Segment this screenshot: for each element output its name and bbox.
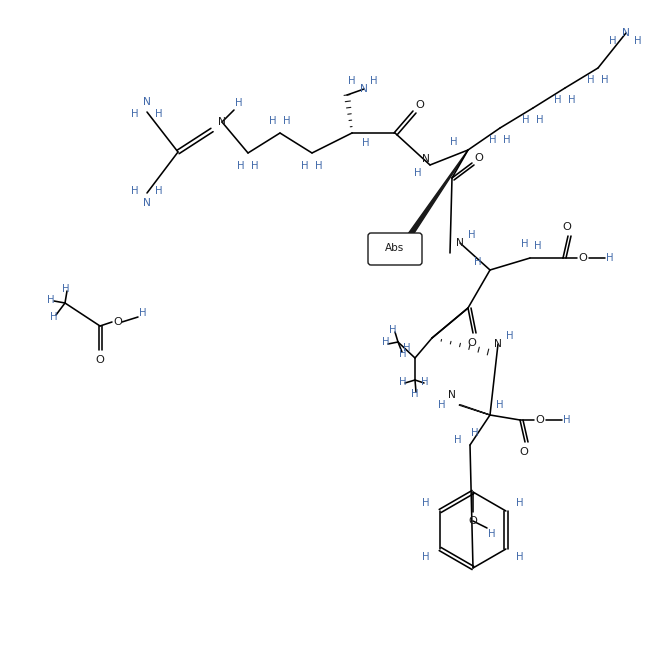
Text: O: O xyxy=(563,222,571,232)
Text: H: H xyxy=(155,186,163,196)
Text: H: H xyxy=(399,349,407,359)
Text: H: H xyxy=(634,36,642,46)
Text: H: H xyxy=(51,312,58,322)
Text: H: H xyxy=(609,36,616,46)
Text: H: H xyxy=(422,552,430,562)
Text: O: O xyxy=(535,415,545,425)
Text: N: N xyxy=(448,390,456,400)
Text: H: H xyxy=(488,529,495,539)
Text: H: H xyxy=(47,295,55,305)
Text: O: O xyxy=(475,153,483,163)
Text: H: H xyxy=(251,161,259,171)
Text: H: H xyxy=(516,498,523,508)
Text: N: N xyxy=(143,198,151,208)
Text: H: H xyxy=(382,337,390,347)
Text: H: H xyxy=(399,377,407,387)
Text: N: N xyxy=(456,238,464,248)
Text: H: H xyxy=(522,115,530,125)
Text: H: H xyxy=(516,552,523,562)
Text: N: N xyxy=(622,28,630,38)
Text: O: O xyxy=(96,355,104,365)
Text: H: H xyxy=(496,400,504,410)
Text: H: H xyxy=(362,138,370,148)
Text: H: H xyxy=(468,230,475,240)
Text: H: H xyxy=(63,284,70,294)
Text: H: H xyxy=(606,253,614,263)
Text: H: H xyxy=(411,389,419,399)
Text: H: H xyxy=(503,135,511,145)
Polygon shape xyxy=(459,405,490,415)
Text: H: H xyxy=(534,241,542,251)
Text: N: N xyxy=(494,339,502,349)
Text: H: H xyxy=(155,109,163,119)
Text: O: O xyxy=(579,253,587,263)
Text: H: H xyxy=(489,135,497,145)
Text: H: H xyxy=(422,498,430,508)
Text: H: H xyxy=(438,400,446,410)
Text: H: H xyxy=(421,377,429,387)
Text: N: N xyxy=(218,117,226,127)
Text: H: H xyxy=(454,435,462,445)
Polygon shape xyxy=(405,150,468,238)
Text: O: O xyxy=(416,100,424,110)
Text: N: N xyxy=(143,97,151,107)
Text: H: H xyxy=(237,161,245,171)
Text: H: H xyxy=(139,308,147,318)
Text: H: H xyxy=(370,76,378,86)
Text: H: H xyxy=(536,115,544,125)
Text: H: H xyxy=(587,75,595,85)
Text: H: H xyxy=(506,331,514,341)
Text: H: H xyxy=(450,137,458,147)
Text: H: H xyxy=(389,325,397,335)
Text: H: H xyxy=(315,161,323,171)
Text: N: N xyxy=(360,84,368,94)
Text: H: H xyxy=(471,428,479,438)
Text: O: O xyxy=(519,447,529,457)
Text: H: H xyxy=(554,95,562,105)
Text: H: H xyxy=(348,76,356,86)
Text: O: O xyxy=(469,516,477,526)
Text: H: H xyxy=(131,109,139,119)
Text: H: H xyxy=(131,186,139,196)
Text: Abs: Abs xyxy=(386,243,404,253)
Text: O: O xyxy=(114,317,122,327)
Text: H: H xyxy=(563,415,571,425)
Text: H: H xyxy=(569,95,576,105)
Text: H: H xyxy=(474,257,481,267)
Text: H: H xyxy=(403,343,411,353)
Text: N: N xyxy=(422,154,430,164)
Text: H: H xyxy=(283,116,291,126)
Text: O: O xyxy=(467,338,476,348)
Text: H: H xyxy=(301,161,309,171)
Text: H: H xyxy=(601,75,608,85)
Text: H: H xyxy=(235,98,243,108)
Text: H: H xyxy=(521,239,529,249)
Text: H: H xyxy=(414,168,422,178)
Text: H: H xyxy=(269,116,277,126)
FancyBboxPatch shape xyxy=(368,233,422,265)
